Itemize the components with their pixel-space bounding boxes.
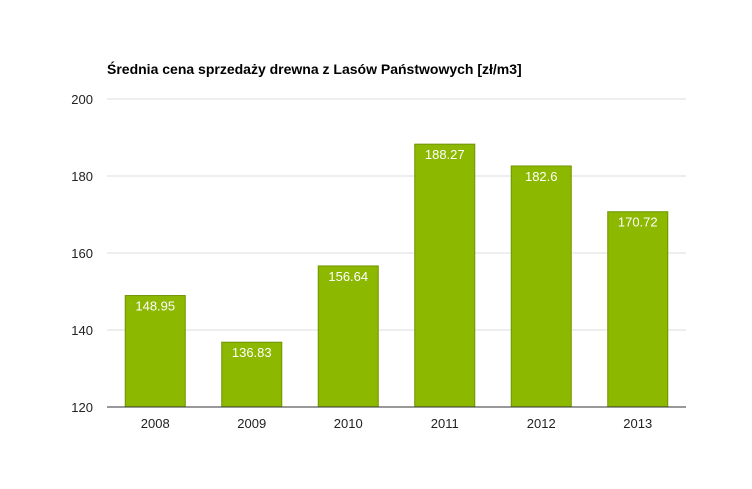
x-tick-label-2011: 2011 [431, 416, 459, 431]
chart-title: Średnia cena sprzedaży drewna z Lasów Pa… [107, 60, 522, 77]
x-tick-label-2008: 2008 [141, 416, 170, 431]
x-tick-label-2010: 2010 [334, 416, 363, 431]
data-label-2013: 170.72 [618, 215, 658, 230]
data-label-2010: 156.64 [328, 269, 368, 284]
y-tick-label: 120 [71, 400, 93, 415]
bar-2011 [414, 143, 476, 408]
y-tick-label: 160 [71, 246, 93, 261]
y-axis-tick-labels: 120 140 160 180 200 [71, 92, 93, 415]
data-label-2009: 136.83 [232, 345, 272, 360]
bar-2010 [317, 265, 379, 408]
x-axis-tick-labels: 2008 2009 2010 2011 2012 2013 [141, 416, 652, 431]
data-label-2012: 182.6 [525, 169, 558, 184]
bar-2013 [607, 211, 669, 408]
data-label-2011: 188.27 [425, 147, 465, 162]
bar-data-labels: 148.95 136.83 156.64 188.27 182.6 170.72 [135, 147, 657, 360]
data-label-2008: 148.95 [135, 299, 175, 314]
x-tick-label-2012: 2012 [527, 416, 556, 431]
y-tick-label: 200 [71, 92, 93, 107]
bars [124, 143, 669, 408]
bar-2012 [510, 165, 572, 408]
y-tick-label: 180 [71, 169, 93, 184]
gridlines [107, 98, 686, 331]
y-tick-label: 140 [71, 323, 93, 338]
x-tick-label-2013: 2013 [623, 416, 652, 431]
x-tick-label-2009: 2009 [237, 416, 266, 431]
bar-2008 [124, 295, 186, 408]
